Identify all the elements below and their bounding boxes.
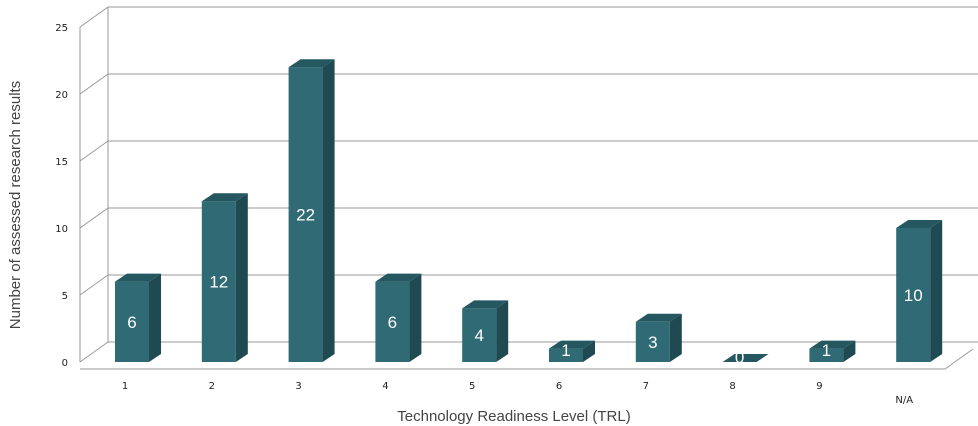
data-label: 3	[648, 333, 657, 352]
x-tick-label: 1	[122, 381, 128, 392]
bar-side	[409, 273, 422, 362]
bar	[288, 67, 323, 362]
data-label: 4	[474, 326, 483, 345]
y-tick-label: 15	[55, 157, 68, 168]
data-label: 1	[822, 341, 831, 360]
data-label: 6	[127, 313, 136, 332]
gridline-connector	[79, 274, 109, 296]
y-tick-label: 20	[55, 90, 68, 101]
bar-top	[115, 273, 161, 282]
x-axis-title: Technology Readiness Level (TRL)	[397, 408, 630, 425]
gridline-connector	[79, 6, 109, 28]
data-label: 0	[735, 348, 744, 367]
x-tick-label: 7	[643, 381, 649, 392]
data-label: 6	[388, 313, 397, 332]
gridline-connector	[79, 207, 109, 229]
bar-side	[583, 340, 595, 362]
bar-top	[549, 340, 595, 349]
bar-top	[375, 273, 422, 282]
gridline-connector	[79, 341, 109, 363]
x-tick-label: 8	[729, 381, 735, 392]
bar-top	[201, 193, 248, 202]
x-tick-label: N/A	[895, 395, 913, 406]
bar	[201, 201, 236, 362]
y-tick-label: 10	[55, 224, 68, 235]
x-tick-label: 2	[209, 381, 215, 392]
bar-top	[635, 313, 682, 322]
bar-top	[462, 300, 509, 309]
y-tick-label: 5	[62, 291, 68, 302]
gridline-connector	[79, 73, 109, 95]
bar	[115, 281, 149, 362]
data-label: 12	[209, 273, 228, 292]
x-tick-label: 6	[556, 381, 562, 392]
bar-top	[722, 354, 769, 362]
bar	[549, 348, 583, 362]
bar-side	[322, 59, 335, 362]
data-label: 1	[561, 341, 570, 360]
bar	[462, 308, 497, 362]
bar	[809, 348, 844, 362]
bar-side	[496, 300, 509, 362]
x-tick-label: 5	[469, 381, 475, 392]
x-tick-label: 9	[816, 381, 822, 392]
bar-top	[809, 340, 856, 349]
bar-side	[843, 340, 856, 362]
bar	[375, 281, 410, 362]
data-label: 22	[296, 206, 315, 225]
y-tick-label: 25	[55, 23, 68, 34]
y-tick-label: 0	[62, 358, 68, 369]
bar	[635, 321, 670, 362]
bar-side	[149, 273, 161, 362]
bar-side	[930, 220, 943, 362]
gridlines	[79, 6, 978, 370]
data-label: 10	[904, 286, 923, 305]
x-tick-label: 3	[295, 381, 301, 392]
bar-side	[669, 313, 682, 362]
bars: 6 12 22 6 4 1 3 0 1 10	[115, 59, 943, 367]
x-tick-label: 4	[382, 381, 388, 392]
bar	[896, 228, 931, 362]
floor-edge	[944, 348, 974, 370]
bar-side	[235, 193, 248, 362]
bar-top	[896, 220, 943, 228]
gridline-connector	[79, 140, 109, 162]
bar-top	[288, 59, 335, 68]
y-axis-title: Number of assessed research results	[7, 81, 24, 329]
